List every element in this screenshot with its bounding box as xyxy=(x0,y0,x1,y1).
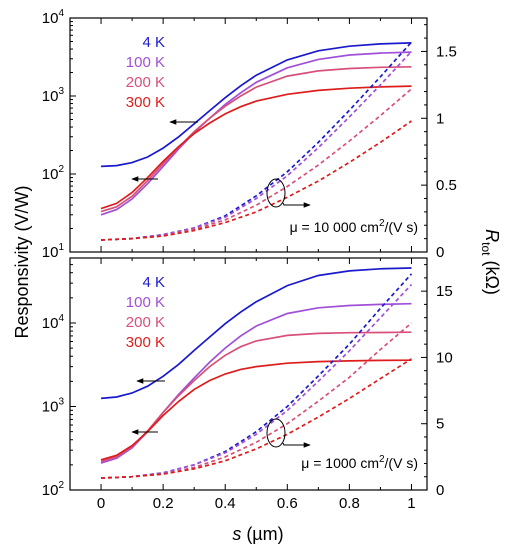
legend-entry: 200 K xyxy=(126,74,165,91)
series-4k-right-line xyxy=(100,41,413,241)
y-axis-label-right-unit: (kΩ) xyxy=(482,255,502,294)
x-axis-label-var: s xyxy=(232,524,241,544)
y-left-tick-label: 102 xyxy=(42,480,65,499)
x-tick-label: 1 xyxy=(407,495,415,512)
mobility-annotation-sup: 2 xyxy=(379,454,385,465)
series-200k-right-line xyxy=(100,88,413,241)
y-axis-label-right: Rtot (kΩ) xyxy=(479,229,502,295)
mobility-annotation-prefix: μ = 10 000 cm xyxy=(290,219,379,235)
x-tick-label: 0 xyxy=(97,495,105,512)
legend-entry: 300 K xyxy=(126,334,165,351)
series-300k-left-line xyxy=(100,359,412,461)
dashed-group-ellipse xyxy=(266,178,286,208)
y-left-tick-base: 10 xyxy=(42,166,59,183)
x-tick-label: 0.4 xyxy=(215,495,236,512)
x-tick-label: 0.8 xyxy=(339,495,360,512)
series-4k-left-line xyxy=(100,267,412,400)
mobility-annotation: μ = 10 000 cm2/(V s) xyxy=(290,218,418,235)
y-left-tick-exponent: 4 xyxy=(58,8,64,19)
y-right-tick-label: 1 xyxy=(436,110,444,127)
y-left-tick-exponent: 1 xyxy=(58,242,64,253)
y-left-tick-base: 10 xyxy=(42,398,59,415)
y-left-tick-label: 104 xyxy=(42,313,65,332)
y-right-tick-label: 1.5 xyxy=(436,43,457,60)
legend-entry: 200 K xyxy=(126,314,165,331)
y-left-tick-label: 104 xyxy=(42,8,65,27)
y-right-tick-label: 15 xyxy=(436,283,453,300)
x-tick-label: 0.6 xyxy=(277,495,298,512)
y-left-tick-base: 10 xyxy=(42,88,59,105)
y-axis-label-right-sub: tot xyxy=(479,242,493,256)
y-left-tick-label: 102 xyxy=(42,164,65,183)
plot-frame xyxy=(69,257,428,491)
series-100k-right-line xyxy=(100,50,413,241)
y-left-tick-exponent: 3 xyxy=(58,396,64,407)
legend-entry: 4 K xyxy=(142,34,165,51)
dashed-group-ellipse xyxy=(266,418,286,448)
y-right-tick-label: 0.5 xyxy=(436,177,457,194)
series-300k-right-line xyxy=(100,120,412,241)
y-left-tick-exponent: 2 xyxy=(58,164,64,175)
legend-entry: 100 K xyxy=(126,54,165,71)
legend-entry: 100 K xyxy=(126,294,165,311)
mobility-annotation-sup: 2 xyxy=(379,218,385,229)
series-200k-left-line xyxy=(100,65,412,213)
y-right-tick-label: 5 xyxy=(436,416,444,433)
plot-frame xyxy=(69,17,428,253)
x-axis-label: s (µm) xyxy=(232,524,283,544)
y-axis-label-left: Responsivity (V/W) xyxy=(12,185,32,338)
y-left-tick-base: 10 xyxy=(42,244,59,261)
series-100k-right-line xyxy=(100,283,413,479)
x-tick-label: 0.2 xyxy=(153,495,174,512)
y-left-tick-label: 101 xyxy=(42,242,65,261)
y-right-tick-label: 10 xyxy=(436,349,453,366)
y-left-tick-label: 103 xyxy=(42,396,65,415)
y-right-tick-label: 0 xyxy=(436,244,444,261)
mobility-annotation-suffix: /(V s) xyxy=(385,219,418,235)
y-left-tick-exponent: 2 xyxy=(58,480,64,491)
y-left-tick-exponent: 4 xyxy=(58,313,64,324)
series-300k-right-line xyxy=(100,358,412,479)
right-axis-arrow xyxy=(282,202,311,208)
series-300k-left-line xyxy=(100,85,412,210)
mobility-annotation-prefix: μ = 1000 cm xyxy=(301,455,379,471)
y-left-tick-base: 10 xyxy=(42,482,59,499)
series-4k-left-line xyxy=(100,42,412,168)
mobility-annotation: μ = 1000 cm2/(V s) xyxy=(301,454,418,471)
y-axis-label-right-main: R xyxy=(482,229,502,242)
right-axis-arrow xyxy=(282,442,311,448)
mobility-annotation-suffix: /(V s) xyxy=(385,455,418,471)
legend-entry: 300 K xyxy=(126,94,165,111)
y-left-tick-exponent: 3 xyxy=(58,86,64,97)
y-left-tick-base: 10 xyxy=(42,10,59,27)
y-left-tick-label: 103 xyxy=(42,86,65,105)
y-left-tick-base: 10 xyxy=(42,315,59,332)
legend-entry: 4 K xyxy=(142,274,165,291)
x-axis-label-unit: (µm) xyxy=(241,524,283,544)
y-right-tick-label: 0 xyxy=(436,482,444,499)
